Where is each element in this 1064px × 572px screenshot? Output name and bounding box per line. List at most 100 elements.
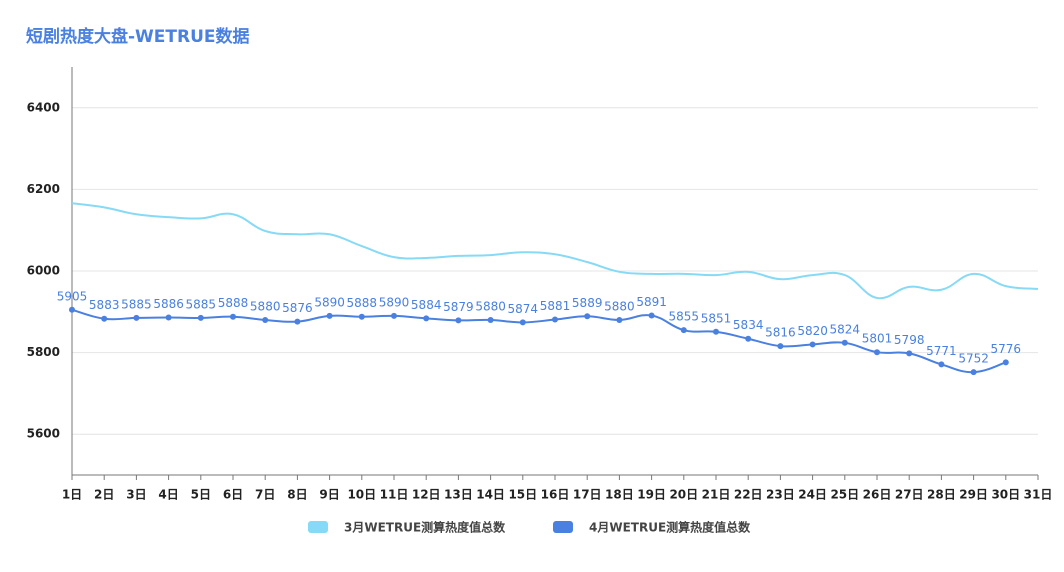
x-tick-label: 9日 [319, 488, 339, 502]
x-tick-label: 14日 [476, 488, 505, 502]
y-tick-label: 5600 [27, 427, 60, 441]
x-tick-label: 1日 [62, 488, 82, 502]
legend-label: 3月WETRUE测算热度值总数 [344, 520, 506, 535]
data-label: 5884 [411, 298, 442, 312]
x-tick-label: 8日 [287, 488, 307, 502]
data-label: 5881 [540, 299, 571, 313]
x-tick-label: 31日 [1024, 488, 1053, 502]
x-tick-label: 13日 [444, 488, 473, 502]
data-label: 5752 [958, 352, 989, 366]
data-point [326, 312, 333, 319]
data-point [841, 339, 848, 346]
data-label: 5798 [894, 333, 925, 347]
data-label: 5824 [830, 322, 861, 336]
data-point [165, 314, 172, 321]
data-label: 5891 [636, 295, 667, 309]
data-point [391, 312, 397, 319]
data-point [745, 335, 752, 342]
chart-title: 短剧热度大盘-WETRUE数据 [26, 26, 250, 47]
y-tick-label: 6200 [27, 182, 60, 196]
data-point [584, 313, 591, 320]
x-tick-label: 27日 [895, 488, 924, 502]
data-point [101, 315, 108, 322]
data-point [230, 313, 236, 320]
x-tick-label: 11日 [380, 488, 409, 502]
x-tick-label: 16日 [541, 488, 570, 502]
x-tick-label: 4日 [158, 488, 178, 502]
y-tick-label: 6400 [27, 100, 60, 114]
data-label: 5801 [862, 332, 893, 346]
x-tick-label: 12日 [412, 488, 441, 502]
y-tick-label: 6000 [27, 264, 60, 278]
y-tick-label: 5800 [27, 345, 60, 359]
data-label: 5776 [991, 342, 1022, 356]
x-tick-label: 6日 [223, 488, 243, 502]
x-tick-label: 24日 [798, 488, 827, 502]
data-label: 5880 [250, 299, 281, 313]
data-point [552, 316, 558, 323]
data-point [197, 314, 204, 321]
data-label: 5905 [57, 289, 88, 303]
data-point [680, 327, 687, 334]
data-label: 5834 [733, 318, 764, 332]
data-point [1002, 359, 1009, 366]
legend-swatch [308, 521, 328, 533]
data-point [906, 350, 913, 357]
data-label: 5886 [153, 297, 184, 311]
data-label: 5890 [314, 295, 345, 309]
data-label: 5888 [218, 296, 249, 310]
data-label: 5885 [121, 297, 152, 311]
data-label: 5851 [701, 311, 732, 325]
data-label: 5880 [475, 299, 506, 313]
data-label: 5888 [347, 296, 378, 310]
legend-label: 4月WETRUE测算热度值总数 [589, 520, 751, 535]
data-label: 5771 [926, 344, 957, 358]
x-tick-label: 17日 [573, 488, 602, 502]
data-point [423, 315, 430, 322]
x-tick-label: 5日 [191, 488, 211, 502]
data-point [262, 316, 269, 323]
x-tick-label: 10日 [347, 488, 376, 502]
data-point [455, 317, 462, 324]
x-tick-label: 20日 [669, 488, 698, 502]
x-tick-label: 3日 [126, 488, 146, 502]
data-point [133, 314, 140, 321]
x-tick-label: 23日 [766, 488, 795, 502]
data-label: 5890 [379, 295, 410, 309]
data-label: 5816 [765, 326, 796, 340]
data-point [777, 343, 784, 350]
data-label: 5883 [89, 298, 120, 312]
data-point [294, 318, 301, 325]
data-point [713, 328, 719, 335]
data-label: 5889 [572, 296, 603, 310]
data-label: 5820 [797, 324, 828, 338]
x-tick-label: 30日 [991, 488, 1020, 502]
x-tick-label: 18日 [605, 488, 634, 502]
data-point [970, 369, 977, 376]
data-point [809, 341, 816, 348]
data-point [487, 316, 494, 323]
series-line [71, 308, 1007, 374]
series-line [71, 202, 1039, 300]
x-tick-label: 26日 [863, 488, 892, 502]
x-tick-label: 7日 [255, 488, 275, 502]
x-tick-label: 19日 [637, 488, 666, 502]
data-point [938, 361, 945, 368]
x-tick-label: 21日 [702, 488, 731, 502]
x-tick-label: 15日 [508, 488, 537, 502]
x-tick-label: 29日 [959, 488, 988, 502]
data-label: 5855 [669, 310, 700, 324]
data-point [648, 312, 655, 319]
x-tick-label: 2日 [94, 488, 114, 502]
legend-swatch [553, 521, 573, 533]
data-point [519, 319, 526, 326]
data-point [874, 349, 880, 356]
data-label: 5874 [508, 302, 539, 316]
data-label: 5880 [604, 299, 635, 313]
data-point [69, 306, 75, 313]
data-point [616, 316, 623, 323]
data-label: 5879 [443, 300, 474, 314]
x-tick-label: 25日 [830, 488, 859, 502]
data-label: 5885 [186, 297, 217, 311]
